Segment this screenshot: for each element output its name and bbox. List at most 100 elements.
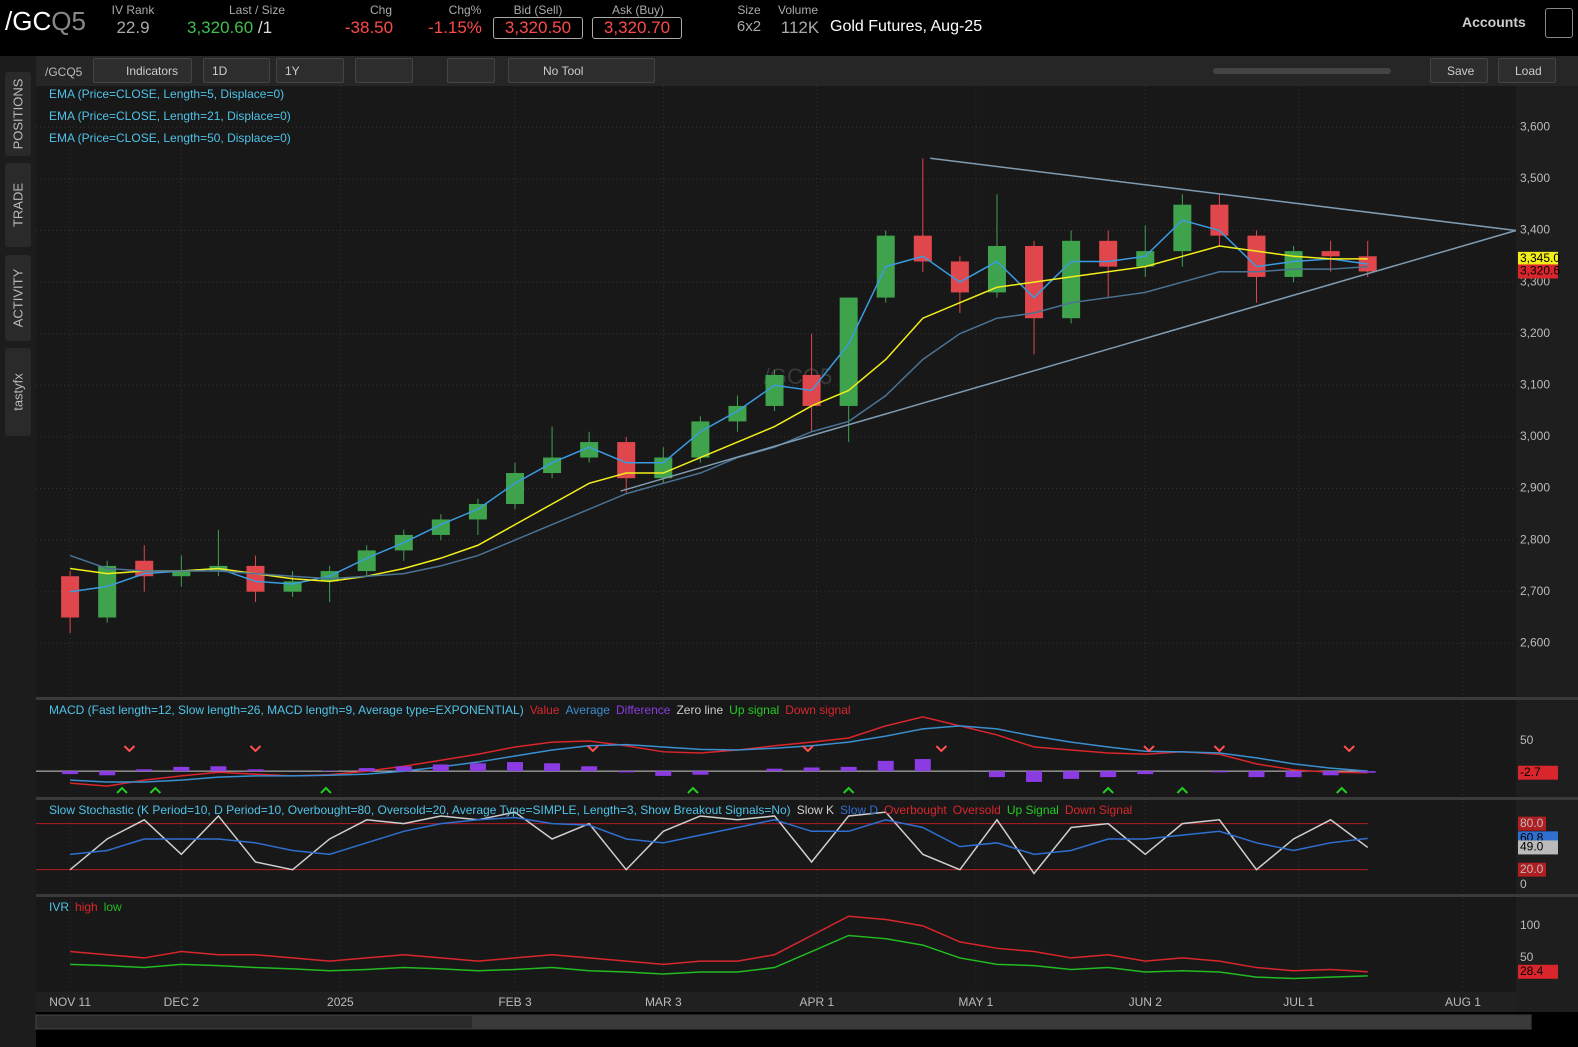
down-signal xyxy=(1343,745,1355,753)
bid-button[interactable]: 3,320.50 xyxy=(493,17,583,39)
down-signal xyxy=(1143,745,1155,753)
chart-style-dropdown[interactable] xyxy=(355,58,413,83)
candle-body xyxy=(172,571,191,577)
candle-body xyxy=(580,442,599,458)
save-button[interactable]: Save xyxy=(1430,58,1488,83)
histogram-bar xyxy=(988,771,1005,778)
x-tick-label: JUL 1 xyxy=(1283,995,1314,1009)
symbol: /GCQ5 xyxy=(5,6,86,37)
legend-item: Overbought xyxy=(884,803,947,817)
study-label: EMA (Price=CLOSE, Length=5, Displace=0) xyxy=(49,87,284,101)
tab[interactable]: TRADE xyxy=(5,163,31,247)
field-label: Volume xyxy=(777,3,819,17)
series-line xyxy=(70,816,1368,856)
candle-body xyxy=(1136,251,1155,267)
indicators-button[interactable]: Indicators xyxy=(93,58,192,83)
candle-body xyxy=(98,565,117,618)
tab[interactable]: POSITIONS xyxy=(5,72,31,156)
price-marker xyxy=(1518,264,1558,279)
scroll-thumb xyxy=(472,1016,1530,1028)
histogram-bar xyxy=(655,771,672,776)
y-tick-label: 80.0 xyxy=(1520,816,1544,830)
aggregation-dropdown[interactable]: 1D xyxy=(203,58,270,83)
histogram-bar xyxy=(99,771,116,776)
study-label: EMA (Price=CLOSE, Length=21, Displace=0) xyxy=(49,109,291,123)
x-tick-label: FEB 3 xyxy=(498,995,532,1009)
legend-item: Slow K xyxy=(797,803,834,817)
legend-item: Down Signal xyxy=(1065,803,1132,817)
drawing-dropdown[interactable] xyxy=(447,58,495,83)
candle-body xyxy=(1210,204,1229,236)
histogram-bar xyxy=(692,771,709,775)
histogram-bar xyxy=(506,762,523,772)
tab[interactable]: tastyfx xyxy=(5,348,31,436)
candle-body xyxy=(839,297,858,406)
legend-item: MACD (Fast length=12, Slow length=26, MA… xyxy=(49,703,524,717)
candle-body xyxy=(1321,251,1340,257)
x-tick-label: AUG 1 xyxy=(1445,995,1481,1009)
field-suffix: /1 xyxy=(257,18,273,37)
price-marker xyxy=(1518,840,1558,855)
candle-body xyxy=(283,581,302,592)
y-tick-label: 20.0 xyxy=(1520,862,1544,876)
field-value: 6x2 xyxy=(736,18,762,35)
legend-item: Slow D xyxy=(840,803,878,817)
accounts-menu[interactable]: Accounts xyxy=(1462,14,1526,30)
y-tick-label: 3,500 xyxy=(1520,171,1550,185)
up-signal xyxy=(116,786,128,794)
histogram-bar xyxy=(247,769,264,772)
toolbar-symbol: /GCQ5 xyxy=(45,65,83,79)
field-label: IV Rank xyxy=(111,3,155,17)
series-line xyxy=(70,245,1368,583)
field-label: Bid (Sell) xyxy=(513,3,563,17)
y-tick-label: 2,800 xyxy=(1520,532,1550,546)
zoom-slider[interactable] xyxy=(1213,68,1391,74)
legend-item: Difference xyxy=(616,703,671,717)
tool-dropdown[interactable]: No Tool xyxy=(508,58,655,83)
axis-background xyxy=(1516,86,1578,1012)
x-tick-label: 2025 xyxy=(327,995,354,1009)
x-tick-label: JUN 2 xyxy=(1129,995,1163,1009)
candle-body xyxy=(765,374,784,406)
histogram-bar xyxy=(914,759,931,772)
y-tick-label: 100 xyxy=(1520,918,1540,932)
price-marker-label: 3,345.0 xyxy=(1520,251,1560,265)
level-label-box xyxy=(1518,862,1546,877)
legend-item: IVR xyxy=(49,900,69,914)
candle-body xyxy=(913,235,932,262)
up-signal xyxy=(320,786,332,794)
x-tick-label: NOV 11 xyxy=(49,995,91,1009)
histogram-bar xyxy=(1211,771,1228,773)
collapse-button[interactable] xyxy=(1545,8,1573,38)
series-line xyxy=(70,915,1368,973)
histogram-bar xyxy=(358,768,375,772)
histogram-bar xyxy=(1359,771,1376,773)
histogram-bar xyxy=(581,766,598,772)
ask-button[interactable]: 3,320.70 xyxy=(592,17,682,39)
series-line xyxy=(69,265,1368,580)
load-button[interactable]: Load xyxy=(1498,58,1556,83)
histogram-bar xyxy=(321,770,338,772)
candle-body xyxy=(468,503,487,520)
down-signal xyxy=(935,745,948,753)
field-value: -1.15% xyxy=(428,18,482,37)
legend-item: Oversold xyxy=(953,803,1001,817)
histogram-bar xyxy=(803,767,820,772)
candle-body xyxy=(691,421,710,458)
candle-body xyxy=(1099,240,1118,267)
down-signal xyxy=(249,745,262,753)
period-dropdown[interactable]: 1Y xyxy=(276,58,344,83)
tab[interactable]: ACTIVITY xyxy=(5,255,31,341)
histogram-bar xyxy=(1248,771,1265,778)
histogram-bar xyxy=(766,768,783,772)
histogram-bar xyxy=(618,771,635,773)
level-label-box xyxy=(1518,816,1546,831)
field-label: Size xyxy=(737,3,761,17)
legend-item: Average xyxy=(566,703,611,717)
up-signal xyxy=(1176,786,1189,794)
x-tick-label: MAR 3 xyxy=(645,995,682,1009)
x-tick-label: DEC 2 xyxy=(164,995,200,1009)
legend-item: Value xyxy=(530,703,560,717)
y-tick-label: 2,600 xyxy=(1520,635,1550,649)
